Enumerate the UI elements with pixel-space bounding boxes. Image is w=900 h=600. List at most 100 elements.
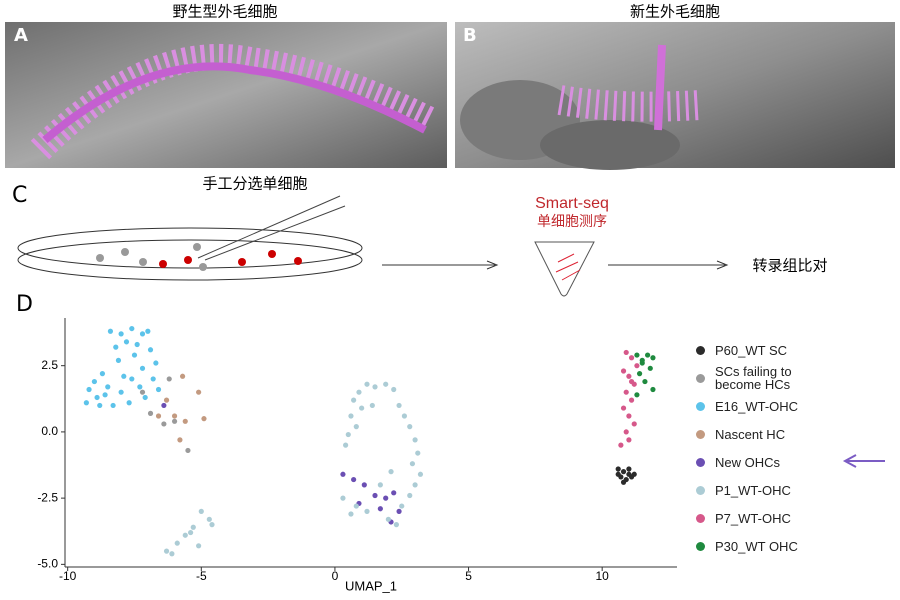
tube-liquid [555,253,581,281]
x-tick-label: 10 [595,569,609,583]
x-axis-label: UMAP_1 [345,578,397,593]
point [399,503,405,509]
point [628,397,635,403]
point [359,405,365,411]
x-tick-label: -5 [196,569,207,583]
point [134,341,140,348]
point [169,551,175,557]
point [113,344,119,350]
point [147,347,154,353]
point [415,450,421,456]
legend-item: P1_WT-OHC [696,476,846,504]
highlight-arrow [842,454,885,468]
point [623,429,629,435]
point [353,424,359,430]
point [163,548,170,554]
legend-label: P30_WT OHC [715,538,798,554]
point [356,389,362,395]
point [340,495,346,501]
point [348,413,354,419]
point [150,376,156,382]
tube [534,241,595,297]
point [383,495,389,501]
point [83,400,89,406]
point [129,376,135,382]
point [343,442,349,448]
point [623,389,629,395]
point [634,352,640,358]
point [377,506,383,512]
dish [17,239,363,281]
pipette [197,195,341,259]
point [198,508,204,514]
point [179,373,186,379]
point [155,413,162,419]
legend-label: SCs failing to become HCs [715,364,792,392]
y-tick-label: 2.5 [41,358,58,372]
point [196,543,202,549]
point [620,469,627,475]
point [161,402,167,409]
panel-title: 野生型外毛细胞 [172,3,277,21]
point [626,373,632,379]
point [407,424,413,430]
legend-swatch [696,345,705,355]
stereocilia [557,85,701,122]
legend-swatch [696,457,705,467]
point [396,402,402,409]
workflow-text: 转录组比对 [752,257,827,275]
point [361,482,367,488]
point [115,357,122,363]
point [626,413,632,419]
point [102,392,108,398]
dish [17,227,363,269]
point [161,421,167,427]
legend-item: P60_WT SC [696,336,846,364]
point [372,384,378,390]
stereocilia [42,62,427,144]
point [650,386,656,393]
y-tick-label: -2.5 [37,490,58,504]
point [615,466,621,472]
legend-swatch [696,401,705,411]
point [634,363,640,369]
point [182,418,188,424]
kinocilium [654,44,666,131]
point [623,349,629,356]
point [364,381,370,387]
legend-item: E16_WT-OHC [696,392,846,420]
legend-item: New OHCs [696,448,846,476]
point [185,447,191,454]
point [121,373,127,379]
point [409,461,416,467]
y-tick-label: 0.0 [41,424,58,438]
point [142,394,148,401]
point [118,331,124,337]
cells [96,243,302,271]
legend-item: P7_WT-OHC [696,504,846,532]
point [139,365,146,371]
point [188,529,194,536]
point [417,471,424,477]
legend-swatch [696,485,705,495]
point [340,471,346,477]
point [391,386,397,393]
point [626,437,632,443]
legend-label: P60_WT SC [715,342,788,358]
point [396,508,402,514]
x-tick-label: -10 [59,569,77,583]
sem-image [5,22,447,168]
panel-label: D [16,292,33,317]
panel-label: B [463,25,477,46]
point [372,492,378,499]
point [377,482,383,488]
panel-title: 新生外毛细胞 [630,3,720,21]
point [163,397,170,403]
x-tick-label: 0 [332,569,339,583]
point [345,431,351,438]
point [620,368,627,374]
point [177,437,183,443]
point [166,376,172,382]
point [620,405,627,411]
